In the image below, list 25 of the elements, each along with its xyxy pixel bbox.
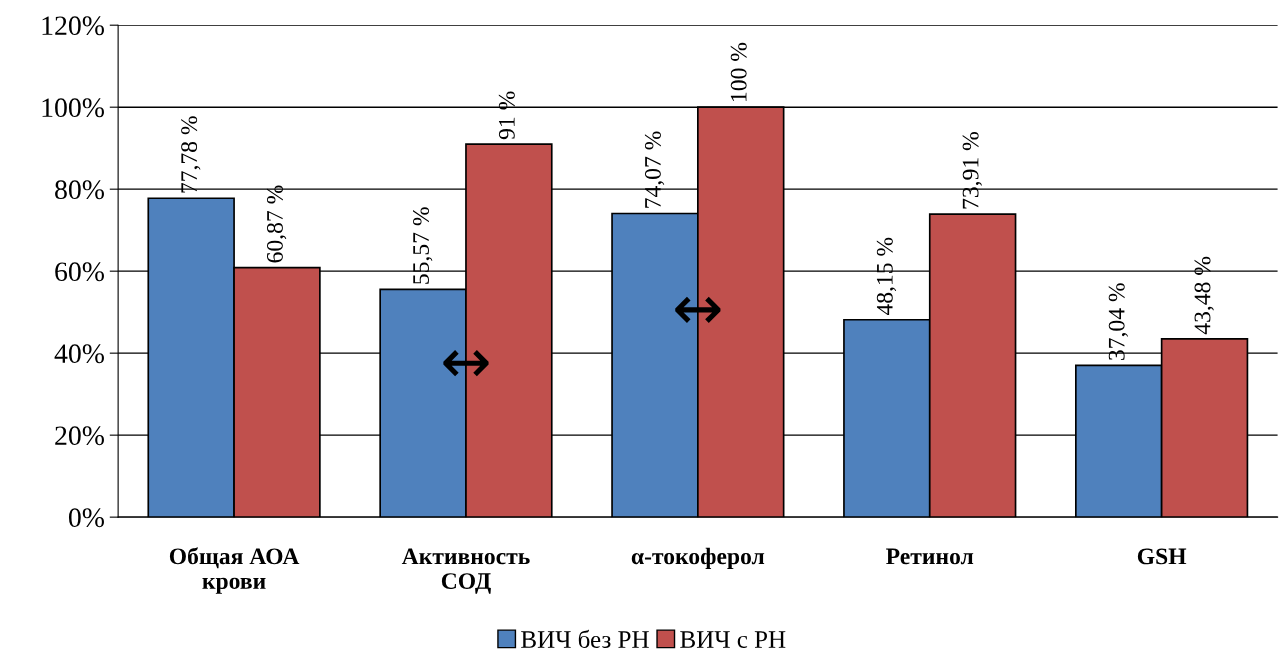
- y-tick-label: 0%: [68, 508, 104, 528]
- annotation: ↔: [675, 296, 721, 323]
- data-label: 43,48 %: [1194, 256, 1214, 335]
- x-tick-label: Общая АОА крови: [169, 547, 300, 594]
- annotation: ↔: [443, 350, 489, 377]
- data-label: 73,91 %: [962, 132, 982, 209]
- y-tick-label: 100%: [42, 98, 104, 118]
- x-tick-label: Активность СОД: [401, 548, 530, 594]
- data-label: 60,87 %: [266, 185, 287, 263]
- data-label: 100 %: [730, 42, 747, 101]
- legend-label: ВИЧ без РН: [521, 629, 649, 648]
- y-tick-label: 80%: [55, 180, 104, 200]
- y-tick-label: 40%: [54, 344, 104, 364]
- x-tick-label: α-токоферол: [631, 547, 765, 570]
- legend-label: ВИЧ с РН: [680, 631, 786, 648]
- data-label: 37,04 %: [1108, 283, 1129, 360]
- data-label: 55,57 %: [413, 207, 433, 284]
- x-tick-label: Ретинол: [886, 548, 974, 565]
- data-label: 74,07 %: [644, 131, 665, 208]
- y-tick-label: 20%: [55, 426, 104, 446]
- data-label: 77,78 %: [181, 116, 201, 193]
- data-label: 48,15 %: [876, 237, 897, 316]
- y-tick-label: 60%: [55, 262, 104, 282]
- x-tick-label: GSH: [1137, 548, 1187, 565]
- y-tick-label: 120%: [42, 16, 104, 36]
